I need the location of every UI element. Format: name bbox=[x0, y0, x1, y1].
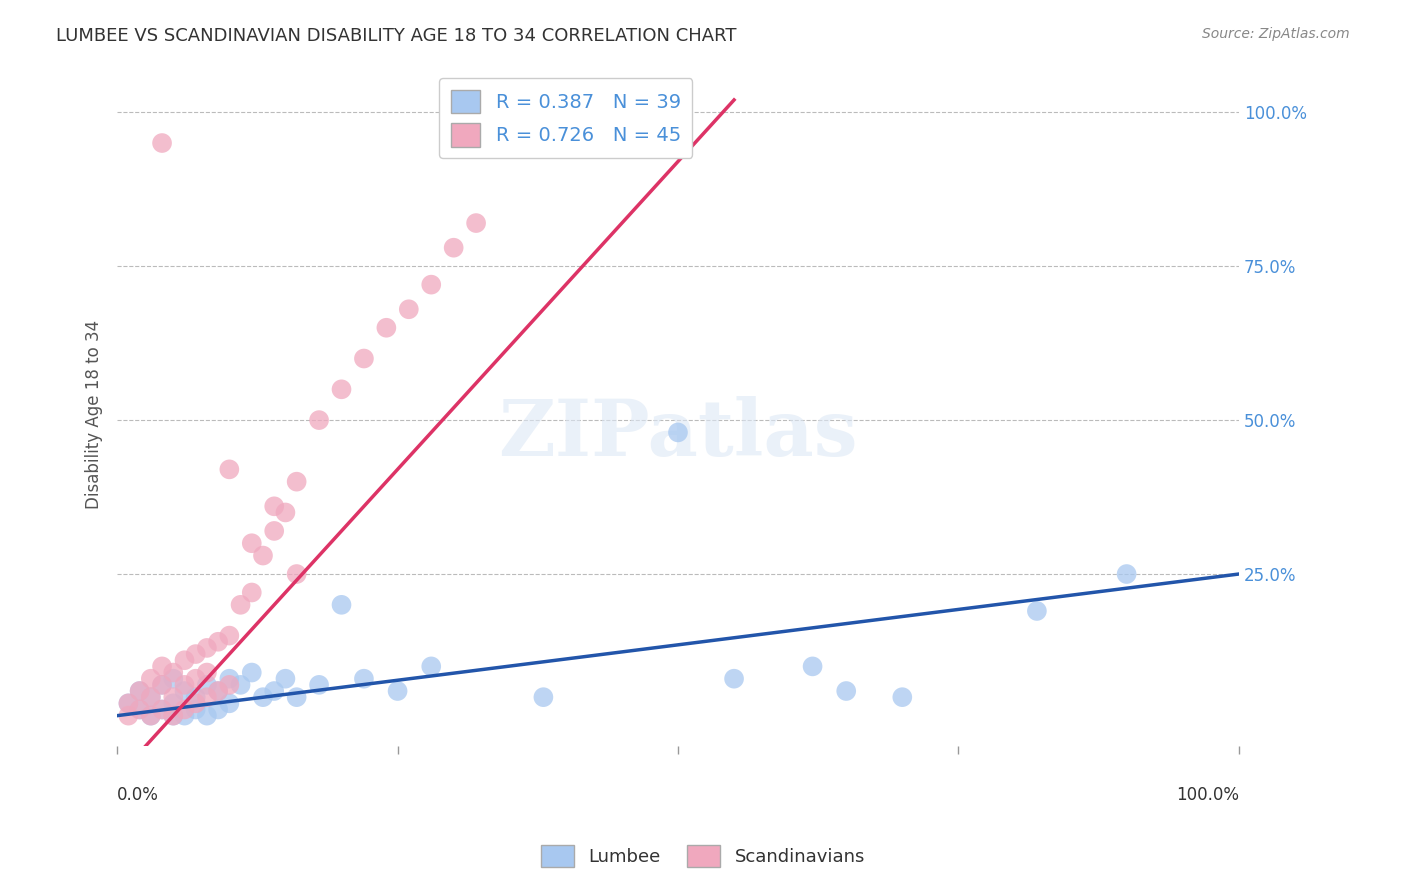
Point bbox=[218, 462, 240, 476]
Point bbox=[150, 659, 173, 673]
Point bbox=[128, 702, 150, 716]
Point bbox=[285, 567, 308, 582]
Point bbox=[184, 702, 207, 716]
Y-axis label: Disability Age 18 to 34: Disability Age 18 to 34 bbox=[86, 319, 103, 508]
Text: Source: ZipAtlas.com: Source: ZipAtlas.com bbox=[1202, 27, 1350, 41]
Point bbox=[330, 382, 353, 396]
Point bbox=[173, 653, 195, 667]
Text: 100.0%: 100.0% bbox=[1175, 787, 1239, 805]
Text: ZIPatlas: ZIPatlas bbox=[498, 396, 858, 472]
Point bbox=[184, 672, 207, 686]
Point bbox=[139, 672, 162, 686]
Point bbox=[207, 684, 229, 698]
Point bbox=[218, 629, 240, 643]
Point bbox=[387, 684, 409, 698]
Point bbox=[173, 678, 195, 692]
Point bbox=[353, 672, 375, 686]
Point bbox=[117, 696, 139, 710]
Point bbox=[274, 672, 297, 686]
Point bbox=[666, 425, 689, 440]
Point bbox=[150, 678, 173, 692]
Text: LUMBEE VS SCANDINAVIAN DISABILITY AGE 18 TO 34 CORRELATION CHART: LUMBEE VS SCANDINAVIAN DISABILITY AGE 18… bbox=[56, 27, 737, 45]
Point bbox=[308, 678, 330, 692]
Point bbox=[891, 690, 914, 705]
Point bbox=[398, 302, 420, 317]
Point bbox=[240, 585, 263, 599]
Point bbox=[150, 678, 173, 692]
Point bbox=[218, 672, 240, 686]
Point bbox=[195, 678, 218, 692]
Point bbox=[195, 640, 218, 655]
Point bbox=[240, 536, 263, 550]
Point bbox=[184, 690, 207, 705]
Point bbox=[128, 684, 150, 698]
Point bbox=[1115, 567, 1137, 582]
Point bbox=[263, 500, 285, 514]
Point bbox=[285, 475, 308, 489]
Point bbox=[285, 690, 308, 705]
Point bbox=[218, 678, 240, 692]
Point bbox=[207, 634, 229, 648]
Point bbox=[308, 413, 330, 427]
Point bbox=[263, 524, 285, 538]
Point bbox=[330, 598, 353, 612]
Point bbox=[420, 277, 443, 292]
Point bbox=[162, 672, 184, 686]
Point bbox=[150, 136, 173, 150]
Point bbox=[252, 690, 274, 705]
Point bbox=[465, 216, 488, 230]
Point bbox=[117, 708, 139, 723]
Point bbox=[420, 659, 443, 673]
Point bbox=[150, 702, 173, 716]
Point bbox=[184, 696, 207, 710]
Point bbox=[1025, 604, 1047, 618]
Point bbox=[173, 702, 195, 716]
Point bbox=[184, 647, 207, 661]
Point bbox=[173, 684, 195, 698]
Point bbox=[162, 708, 184, 723]
Point bbox=[195, 708, 218, 723]
Point bbox=[375, 320, 398, 334]
Point bbox=[150, 702, 173, 716]
Point bbox=[443, 241, 465, 255]
Point bbox=[240, 665, 263, 680]
Legend: R = 0.387   N = 39, R = 0.726   N = 45: R = 0.387 N = 39, R = 0.726 N = 45 bbox=[439, 78, 693, 159]
Point bbox=[723, 672, 745, 686]
Point bbox=[162, 690, 184, 705]
Point bbox=[128, 684, 150, 698]
Point bbox=[274, 506, 297, 520]
Point bbox=[263, 684, 285, 698]
Point bbox=[128, 702, 150, 716]
Point bbox=[117, 696, 139, 710]
Point bbox=[229, 598, 252, 612]
Point bbox=[207, 702, 229, 716]
Legend: Lumbee, Scandinavians: Lumbee, Scandinavians bbox=[534, 838, 872, 874]
Point bbox=[162, 665, 184, 680]
Point bbox=[353, 351, 375, 366]
Point bbox=[195, 690, 218, 705]
Point bbox=[252, 549, 274, 563]
Point bbox=[835, 684, 858, 698]
Point bbox=[173, 708, 195, 723]
Point bbox=[218, 696, 240, 710]
Point bbox=[229, 678, 252, 692]
Point bbox=[139, 708, 162, 723]
Point bbox=[139, 690, 162, 705]
Point bbox=[139, 690, 162, 705]
Point bbox=[162, 696, 184, 710]
Point bbox=[162, 708, 184, 723]
Text: 0.0%: 0.0% bbox=[117, 787, 159, 805]
Point bbox=[139, 708, 162, 723]
Point bbox=[195, 665, 218, 680]
Point bbox=[531, 690, 554, 705]
Point bbox=[207, 684, 229, 698]
Point bbox=[801, 659, 824, 673]
